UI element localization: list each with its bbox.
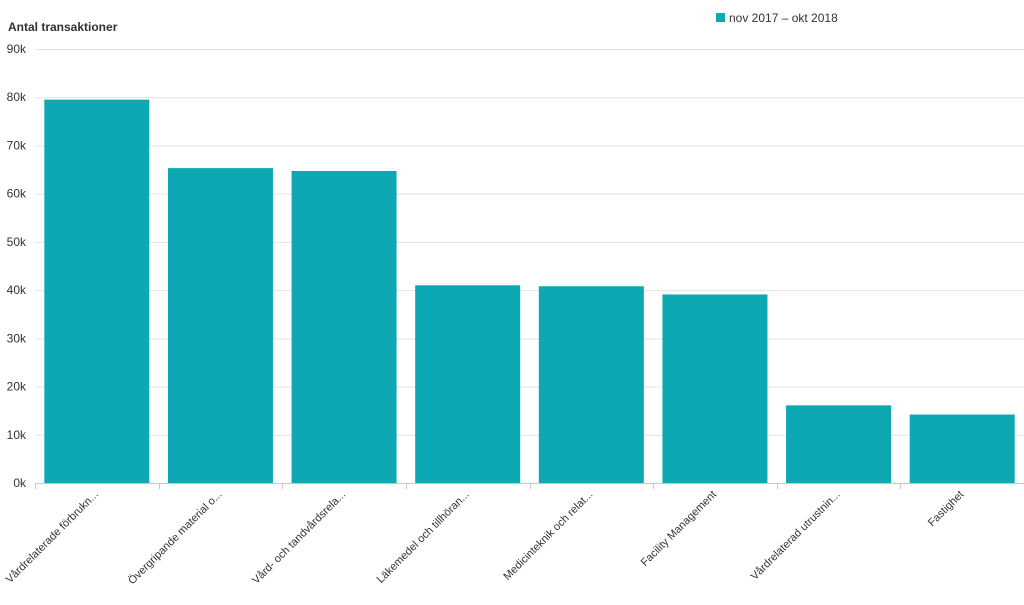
x-tick-labels: Vårdrelaterade förbrukn... Övergripande m… — [4, 489, 967, 587]
y-tick-label: 50k — [7, 235, 27, 249]
x-tick-label: Facility Management — [639, 489, 719, 569]
bar[interactable] — [167, 168, 273, 483]
x-tick-label: Medicinteknik och relat... — [501, 489, 595, 583]
y-tick-label: 10k — [7, 428, 27, 442]
bar[interactable] — [909, 414, 1015, 483]
y-axis-title: Antal transaktioner — [8, 20, 118, 34]
y-tick-label: 80k — [7, 90, 27, 104]
y-tick-label: 90k — [7, 42, 27, 56]
bar[interactable] — [44, 99, 150, 483]
x-tick-label: Läkemedel och tillhöran... — [375, 489, 472, 586]
x-axis — [35, 483, 1024, 489]
y-tick-label: 70k — [7, 138, 27, 152]
legend-label: nov 2017 – okt 2018 — [729, 11, 838, 25]
y-tick-label: 60k — [7, 187, 27, 201]
legend[interactable]: nov 2017 – okt 2018 — [716, 11, 838, 25]
bar[interactable] — [662, 294, 768, 483]
x-tick-label: Övergripande material o... — [126, 489, 224, 587]
x-tick-label: Vårdrelaterade förbrukn... — [4, 489, 101, 586]
bar[interactable] — [415, 285, 521, 483]
y-tick-label: 30k — [7, 331, 27, 345]
y-tick-label: 0k — [13, 476, 27, 490]
y-tick-label: 20k — [7, 380, 27, 394]
x-tick-label: Fastighet — [926, 489, 966, 529]
bars — [44, 99, 1015, 483]
bar[interactable] — [786, 405, 892, 483]
x-tick-label: Vårdrelaterad utrustnin... — [749, 489, 843, 583]
x-tick-label: Vård- och tandvårdsrela... — [250, 489, 348, 587]
bar[interactable] — [291, 171, 397, 483]
legend-swatch — [716, 13, 725, 22]
bar[interactable] — [538, 286, 644, 483]
y-axis: 0k 10k 20k 30k 40k 50k 60k 70k 80k 90k — [7, 42, 27, 490]
y-tick-label: 40k — [7, 283, 27, 297]
